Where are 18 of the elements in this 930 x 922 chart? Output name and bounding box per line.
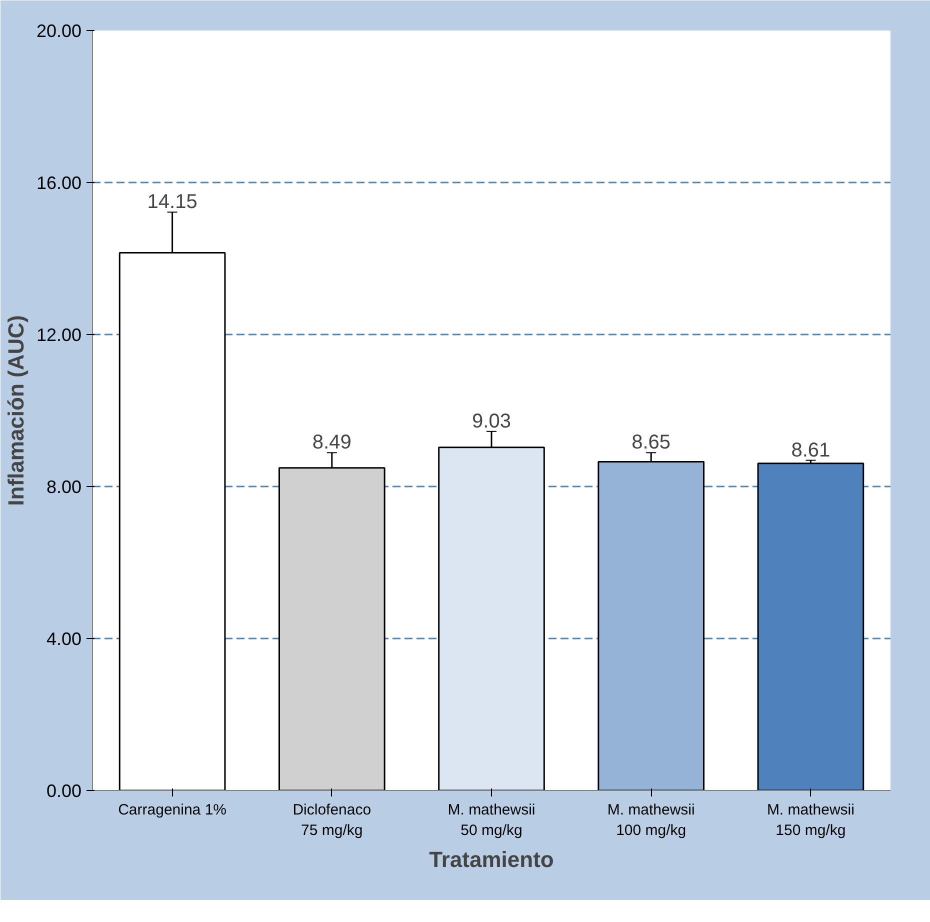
x-axis-title: Tratamiento [429,846,554,872]
y-axis-title: Inflamación (AUC) [3,315,28,506]
y-tick-label: 4.00 [46,629,82,649]
data-label: 9.03 [472,410,511,432]
data-label: 8.49 [312,432,352,454]
y-tick-label: 12.00 [36,325,82,345]
y-tick-label: 16.00 [36,173,82,193]
y-tick-label: 20.00 [36,21,82,41]
x-tick-label: M. mathewsii 150 mg/kg [766,802,854,839]
y-tick-label: 8.00 [46,477,82,497]
data-label: 8.65 [632,432,671,454]
x-tick-label: M. mathewsii 100 mg/kg [607,802,695,839]
y-tick-label: 0.00 [46,781,82,801]
data-label: 8.61 [791,439,830,462]
data-label: 14.15 [147,191,198,214]
x-tick-label: M. mathewsii 50 mg/kg [448,802,536,839]
x-tick-label: Diclofenaco 75 mg/kg [292,802,372,839]
x-tick-label: Carragenina 1% [118,802,227,818]
